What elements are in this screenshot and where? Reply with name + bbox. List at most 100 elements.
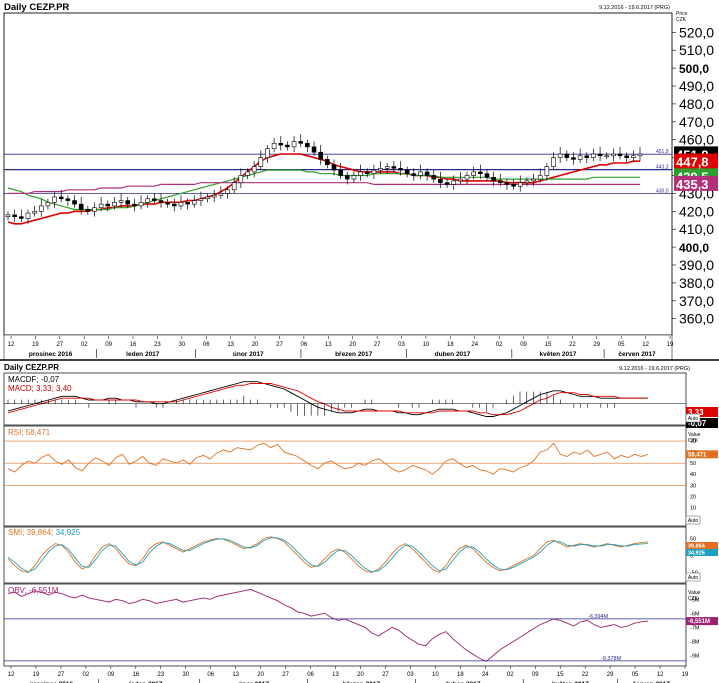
obv-y-tick-label: -7M <box>690 625 700 631</box>
candle-body <box>637 153 643 157</box>
candle-body <box>458 178 463 182</box>
candle-body <box>411 173 417 176</box>
price-y-tick-label: 390,0 <box>679 257 714 273</box>
candle-body <box>118 200 124 203</box>
candle-body <box>344 175 350 180</box>
macd-auto-button[interactable] <box>685 413 701 423</box>
price-y-tick-label: 460,0 <box>679 132 714 148</box>
candle-body <box>544 166 550 176</box>
smi-badge <box>686 549 718 556</box>
date-tick-label: 24 <box>471 342 478 348</box>
rsi-y-tick-label: 50 <box>690 461 696 467</box>
date-tick-label: 23 <box>157 672 164 678</box>
date-tick-label: 20 <box>252 342 259 348</box>
indicator-chart-title: Daily CEZP.PR <box>4 363 59 372</box>
date-tick-label: 09 <box>520 342 527 348</box>
candle-body <box>158 200 164 203</box>
top-date-axis-box <box>3 334 673 361</box>
rsi-panel <box>3 425 687 527</box>
date-tick-label: 27 <box>56 342 63 348</box>
candle-body <box>65 198 71 201</box>
obv-y-tick-label: -8M <box>690 639 700 645</box>
candle-body <box>511 184 516 187</box>
obv-y-tick-label: -6M <box>690 611 700 617</box>
candle-body <box>364 171 370 175</box>
candle-body <box>205 196 210 200</box>
rsi-y-tick-label: 30 <box>690 483 696 489</box>
rsi-y-tick-label: 40 <box>690 472 696 478</box>
candle-body <box>305 142 310 148</box>
date-tick-label: 09 <box>105 342 112 348</box>
month-label: červen 2017 <box>633 681 671 683</box>
candle-body <box>191 200 197 205</box>
month-label: květen 2017 <box>540 351 577 358</box>
date-tick-label: 06 <box>301 342 308 348</box>
price-y-tick-label: 380,0 <box>679 275 714 291</box>
macd-badge-label: 3,33 <box>688 408 704 417</box>
date-tick-label: 18 <box>447 342 454 348</box>
candle-body <box>5 214 11 217</box>
date-tick-label: 03 <box>398 342 405 348</box>
candle-body <box>451 180 457 185</box>
rsi-legend: RSI; 58,471 <box>8 428 51 437</box>
candle-body <box>38 205 44 212</box>
candle-body <box>105 203 111 207</box>
rsi-auto-button[interactable] <box>685 515 701 525</box>
candle-body <box>551 157 556 167</box>
indicator-line <box>7 536 649 574</box>
price-y-tick-label: 480,0 <box>679 96 714 112</box>
candle-body <box>358 171 363 176</box>
date-tick-label: 09 <box>532 672 539 678</box>
price-badge <box>674 175 718 191</box>
moving-average-line <box>8 182 640 194</box>
month-label: duben 2017 <box>435 351 471 358</box>
smi-legend: SMI; 39,864; 34,925 <box>8 528 81 537</box>
date-tick-label: 30 <box>182 672 189 678</box>
price-y-tick-label: 500,0 <box>679 62 709 76</box>
candle-body <box>72 200 77 205</box>
indicator-date-range: 9.12.2016 - 19.6.2017 (PRG) <box>619 366 690 372</box>
candle-body <box>245 171 250 176</box>
candle-body <box>125 200 131 205</box>
candle-body <box>178 202 184 207</box>
macd-badge-label: -0,07 <box>688 419 707 428</box>
date-tick-label: 19 <box>682 672 689 678</box>
candle-body <box>471 171 476 176</box>
date-tick-label: 27 <box>282 672 289 678</box>
candle-body <box>211 194 217 198</box>
candle-body <box>45 202 51 207</box>
date-tick-label: 30 <box>179 342 186 348</box>
date-tick-label: 29 <box>607 672 614 678</box>
candle-body <box>98 203 104 209</box>
candle-body <box>398 168 403 171</box>
price-axis-label: Price <box>676 11 688 17</box>
smi-legend-main: SMI; 39,864 <box>8 528 52 537</box>
date-tick-label: 19 <box>667 342 674 348</box>
candle-body <box>491 176 496 182</box>
date-tick-label: 23 <box>154 342 161 348</box>
hline-label: 430,0 <box>656 188 669 194</box>
smi-badge-label: 39,864 <box>688 544 706 550</box>
rsi-badge <box>686 450 718 459</box>
smi-legend-sep: ; <box>51 528 55 537</box>
candle-body <box>278 142 284 146</box>
candle-body <box>265 148 270 158</box>
date-tick-label: 12 <box>642 342 649 348</box>
candle-body <box>497 180 503 183</box>
obv-y-tick-label: -9M <box>690 654 700 660</box>
smi-auto-button[interactable] <box>685 572 701 582</box>
smi-panel <box>3 526 687 584</box>
price-y-tick-label: 520,0 <box>679 24 714 40</box>
candle-body <box>478 171 483 175</box>
price-badges: 451,8447,8439,5435,3 <box>674 146 718 192</box>
date-tick-label: 16 <box>132 672 139 678</box>
candle-body <box>25 212 31 219</box>
date-tick-label: 20 <box>257 672 264 678</box>
price-badge-label: 447,8 <box>676 155 709 170</box>
candle-body <box>311 146 317 153</box>
candle-body <box>591 153 596 158</box>
candle-body <box>338 169 343 176</box>
macd-legend: MACD; 3,33; 3,40 <box>8 384 72 393</box>
